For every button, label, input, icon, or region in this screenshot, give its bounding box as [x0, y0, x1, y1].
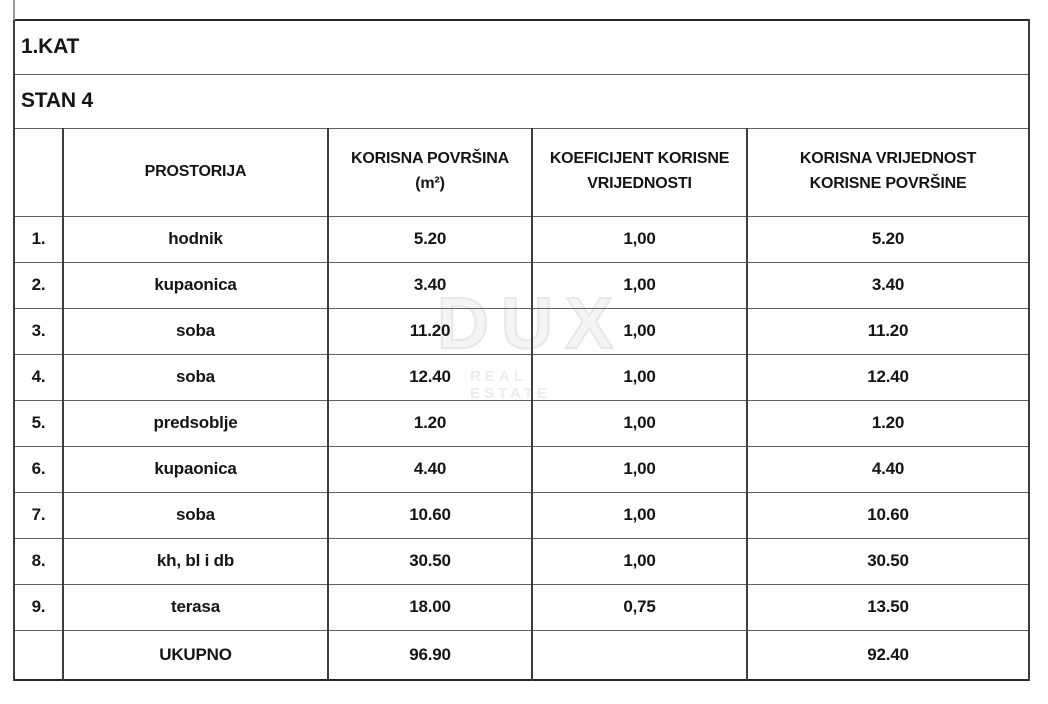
- row-number: 3.: [13, 307, 64, 355]
- area-value: 10.60: [327, 491, 533, 539]
- room-name: kupaonica: [62, 261, 329, 309]
- room-name: predsoblje: [62, 399, 329, 447]
- top-edge-line: [13, 0, 15, 20]
- col-header-povrsina: KORISNA POVRŠINA (m²): [327, 127, 533, 217]
- area-value: 4.40: [327, 445, 533, 493]
- useful-value: 12.40: [745, 353, 1031, 401]
- col-header-koeficijent-line1: KOEFICIJENT KORISNE: [549, 150, 730, 168]
- col-header-koeficijent-line2: VRIJEDNOSTI: [587, 175, 692, 192]
- area-value: 1.20: [327, 399, 533, 447]
- row-number: 8.: [13, 537, 64, 585]
- table-row: 3. soba 11.20 1,00 11.20: [13, 307, 1031, 355]
- area-value: 11.20: [327, 307, 533, 355]
- area-value: 30.50: [327, 537, 533, 585]
- row-number: 9.: [13, 583, 64, 631]
- col-header-povrsina-line1: KORISNA POVRŠINA: [350, 150, 509, 168]
- useful-value: 1.20: [745, 399, 1031, 447]
- useful-value: 11.20: [745, 307, 1031, 355]
- coefficient-value: 0,75: [531, 583, 748, 631]
- row-number: 7.: [13, 491, 64, 539]
- row-number: 1.: [13, 215, 64, 263]
- room-name: kupaonica: [62, 445, 329, 493]
- row-number: 6.: [13, 445, 64, 493]
- coefficient-value: 1,00: [531, 491, 748, 539]
- table-header-row: PROSTORIJA KORISNA POVRŠINA (m²) KOEFICI…: [13, 127, 1031, 217]
- room-name: soba: [62, 353, 329, 401]
- total-area: 96.90: [327, 629, 533, 681]
- table-row: 6. kupaonica 4.40 1,00 4.40: [13, 445, 1031, 493]
- area-value: 18.00: [327, 583, 533, 631]
- useful-value: 3.40: [745, 261, 1031, 309]
- col-header-vrijednost-line1: KORISNA VRIJEDNOST: [799, 150, 977, 168]
- room-name: soba: [62, 491, 329, 539]
- col-header-koeficijent: KOEFICIJENT KORISNE VRIJEDNOSTI: [531, 127, 748, 217]
- total-row: UKUPNO 96.90 92.40: [13, 629, 1031, 681]
- col-header-prostorija: PROSTORIJA: [62, 127, 329, 217]
- table-row: 8. kh, bl i db 30.50 1,00 30.50: [13, 537, 1031, 585]
- total-empty-num: [13, 629, 64, 681]
- total-label: UKUPNO: [62, 629, 329, 681]
- floor-area-table: 1.KAT STAN 4 PROSTORIJA KORISNA POVRŠINA…: [12, 19, 1031, 681]
- col-header-num: [13, 127, 64, 217]
- col-header-povrsina-line2: (m²): [415, 175, 445, 192]
- row-number: 4.: [13, 353, 64, 401]
- useful-value: 10.60: [745, 491, 1031, 539]
- col-header-vrijednost: KORISNA VRIJEDNOST KORISNE POVRŠINE: [745, 127, 1031, 217]
- table-row: 1. hodnik 5.20 1,00 5.20: [13, 215, 1031, 263]
- floor-row: 1.KAT: [12, 19, 1031, 75]
- coefficient-value: 1,00: [531, 399, 748, 447]
- room-name: hodnik: [62, 215, 329, 263]
- useful-value: 30.50: [745, 537, 1031, 585]
- useful-value: 5.20: [745, 215, 1031, 263]
- room-name: kh, bl i db: [62, 537, 329, 585]
- floor-label: 1.KAT: [12, 19, 1031, 75]
- area-value: 3.40: [327, 261, 533, 309]
- area-value: 5.20: [327, 215, 533, 263]
- useful-value: 13.50: [745, 583, 1031, 631]
- col-header-vrijednost-line2: KORISNE POVRŠINE: [809, 175, 967, 192]
- table-row: 9. terasa 18.00 0,75 13.50: [13, 583, 1031, 631]
- coefficient-value: 1,00: [531, 445, 748, 493]
- coefficient-value: 1,00: [531, 215, 748, 263]
- coefficient-value: 1,00: [531, 307, 748, 355]
- area-value: 12.40: [327, 353, 533, 401]
- table-row: 5. predsoblje 1.20 1,00 1.20: [13, 399, 1031, 447]
- unit-label: STAN 4: [12, 73, 1031, 129]
- table-row: 4. soba 12.40 1,00 12.40: [13, 353, 1031, 401]
- room-name: terasa: [62, 583, 329, 631]
- row-number: 2.: [13, 261, 64, 309]
- coefficient-value: 1,00: [531, 353, 748, 401]
- coefficient-value: 1,00: [531, 261, 748, 309]
- total-value: 92.40: [745, 629, 1031, 681]
- unit-row: STAN 4: [12, 73, 1031, 129]
- room-name: soba: [62, 307, 329, 355]
- coefficient-value: 1,00: [531, 537, 748, 585]
- table-row: 7. soba 10.60 1,00 10.60: [13, 491, 1031, 539]
- table-row: 2. kupaonica 3.40 1,00 3.40: [13, 261, 1031, 309]
- row-number: 5.: [13, 399, 64, 447]
- total-coef: [531, 629, 748, 681]
- useful-value: 4.40: [745, 445, 1031, 493]
